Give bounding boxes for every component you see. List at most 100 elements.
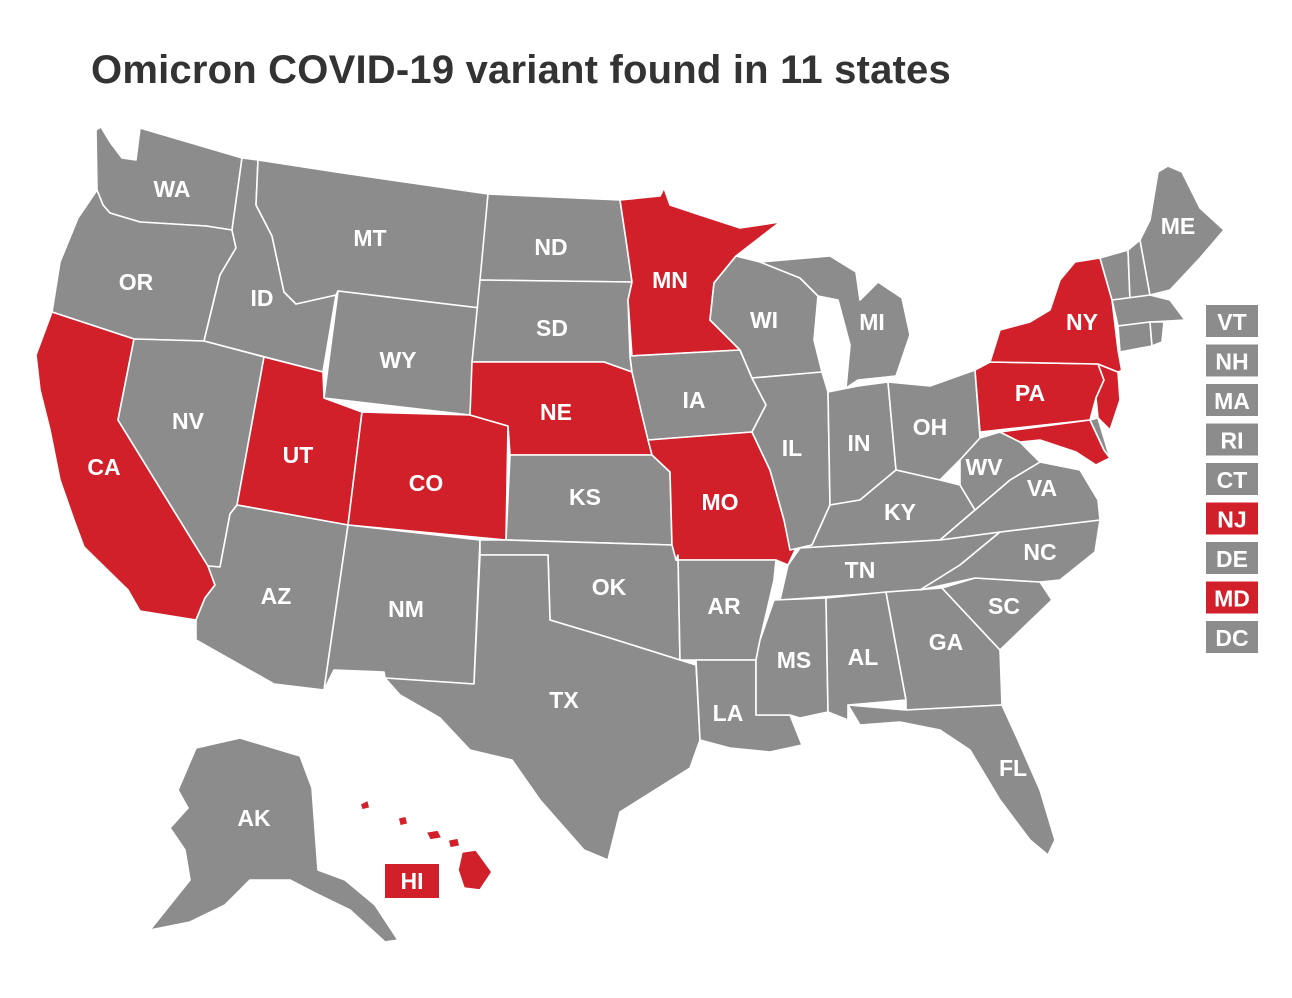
state-label-AZ: AZ: [261, 583, 292, 609]
state-label-PA: PA: [1015, 380, 1045, 406]
state-label-TN: TN: [845, 557, 876, 583]
state-label-SD: SD: [536, 315, 568, 341]
state-MT[interactable]: MT: [255, 159, 489, 309]
state-NJ[interactable]: [1095, 363, 1121, 431]
state-label-LA: LA: [713, 700, 744, 726]
state-IL[interactable]: IL: [751, 371, 831, 551]
box-md-label: MD: [1214, 586, 1250, 612]
state-label-AK: AK: [237, 805, 271, 831]
state-MI[interactable]: MI: [759, 255, 911, 389]
state-label-FL: FL: [999, 755, 1027, 781]
box-dc[interactable]: DC: [1206, 621, 1258, 653]
box-vt[interactable]: VT: [1206, 305, 1258, 337]
state-SD[interactable]: SD: [471, 279, 633, 373]
state-label-HI: HI: [401, 868, 424, 894]
state-NC[interactable]: NC: [919, 519, 1101, 591]
box-md-bg: [1206, 581, 1258, 614]
state-ND[interactable]: ND: [479, 193, 633, 283]
state-MA[interactable]: [1111, 294, 1186, 327]
box-nj-label: NJ: [1217, 507, 1246, 533]
state-label-UT: UT: [283, 442, 314, 468]
state-label-NM: NM: [388, 596, 424, 622]
state-label-OR: OR: [119, 269, 154, 295]
state-label-MN: MN: [652, 267, 688, 293]
state-label-WI: WI: [750, 307, 778, 333]
box-nh[interactable]: NH: [1206, 344, 1258, 377]
box-ri-bg: [1206, 423, 1258, 456]
state-KY[interactable]: KY: [799, 469, 976, 549]
state-label-OK: OK: [592, 574, 627, 600]
state-SC[interactable]: SC: [941, 577, 1053, 651]
state-CT[interactable]: [1117, 321, 1153, 353]
box-ma-label: MA: [1214, 388, 1250, 414]
box-ct-bg: [1206, 463, 1258, 495]
box-nj-bg: [1206, 502, 1258, 535]
state-label-WA: WA: [153, 176, 190, 202]
box-ma[interactable]: MA: [1206, 384, 1258, 416]
state-label-GA: GA: [929, 629, 964, 655]
state-PA[interactable]: PA: [974, 361, 1105, 433]
state-label-MI: MI: [859, 309, 885, 335]
box-nh-bg: [1206, 344, 1258, 377]
state-label-ND: ND: [534, 234, 567, 260]
state-label-WV: WV: [965, 454, 1003, 480]
box-de[interactable]: DE: [1206, 542, 1258, 574]
state-label-TX: TX: [549, 687, 579, 713]
state-label-OH: OH: [913, 414, 948, 440]
state-label-NY: NY: [1066, 309, 1098, 335]
hi-label-box: [385, 864, 439, 898]
state-HI[interactable]: HI: [359, 799, 493, 898]
box-de-bg: [1206, 542, 1258, 574]
state-RI[interactable]: [1149, 321, 1165, 347]
box-nj[interactable]: NJ: [1206, 502, 1258, 535]
state-label-MT: MT: [353, 225, 386, 251]
state-label-IL: IL: [782, 435, 802, 461]
box-ri-label: RI: [1221, 428, 1244, 454]
state-label-IN: IN: [848, 430, 871, 456]
box-md[interactable]: MD: [1206, 581, 1258, 614]
box-ri[interactable]: RI: [1206, 423, 1258, 456]
state-OH[interactable]: OH: [887, 369, 981, 481]
state-label-AR: AR: [707, 593, 741, 619]
state-AZ[interactable]: AZ: [195, 504, 349, 691]
state-label-AL: AL: [848, 644, 879, 670]
box-ma-bg: [1206, 384, 1258, 416]
box-vt-label: VT: [1217, 309, 1246, 335]
state-label-SC: SC: [988, 593, 1020, 619]
state-label-KS: KS: [569, 484, 601, 510]
state-MS[interactable]: MS: [755, 597, 829, 719]
state-DE[interactable]: [1089, 417, 1111, 459]
state-WY[interactable]: WY: [323, 290, 481, 416]
state-OR[interactable]: OR: [51, 189, 237, 342]
box-dc-bg: [1206, 621, 1258, 653]
state-label-NE: NE: [540, 399, 572, 425]
state-label-MO: MO: [701, 489, 738, 515]
state-CA[interactable]: CA: [35, 311, 216, 621]
state-NE[interactable]: NE: [469, 361, 653, 456]
state-AL[interactable]: AL: [825, 591, 907, 721]
state-CO[interactable]: CO: [347, 411, 509, 541]
box-ct[interactable]: CT: [1206, 463, 1258, 495]
state-VA[interactable]: VA: [939, 461, 1101, 541]
state-AK[interactable]: AK: [149, 737, 399, 943]
box-nh-label: NH: [1215, 349, 1248, 375]
state-TX[interactable]: TX: [384, 554, 701, 861]
box-vt-bg: [1206, 305, 1258, 337]
map-title: Omicron COVID-19 variant found in 11 sta…: [91, 48, 951, 92]
box-de-label: DE: [1216, 546, 1248, 572]
state-WI[interactable]: WI: [709, 255, 823, 379]
state-ME[interactable]: ME: [1139, 165, 1225, 296]
state-label-IA: IA: [683, 387, 706, 413]
state-FL[interactable]: FL: [847, 704, 1056, 856]
box-ct-label: CT: [1217, 467, 1248, 493]
state-label-ME: ME: [1161, 213, 1196, 239]
state-label-VA: VA: [1027, 475, 1057, 501]
state-WV[interactable]: WV: [959, 431, 1041, 511]
state-label-WY: WY: [379, 347, 416, 373]
state-label-CO: CO: [409, 470, 444, 496]
state-label-MS: MS: [777, 647, 812, 673]
state-KS[interactable]: KS: [505, 454, 673, 546]
state-label-NC: NC: [1023, 539, 1056, 565]
state-NM[interactable]: NM: [323, 524, 481, 691]
